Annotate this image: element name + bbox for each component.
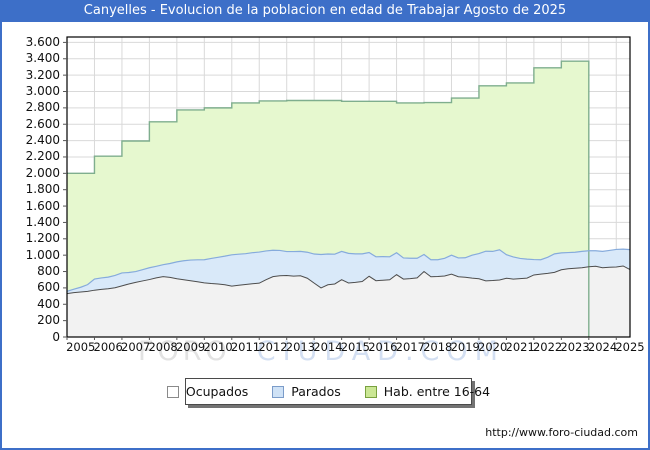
x-tick-label: 2023 [560, 340, 590, 354]
y-tick-label: 1.200 [25, 231, 60, 246]
y-tick-label: 2.000 [25, 165, 60, 180]
y-tick-label: 600 [37, 280, 60, 295]
chart-title: Canyelles - Evolucion de la poblacion en… [83, 3, 567, 18]
x-tick-label: 2008 [148, 340, 178, 354]
x-tick-label: 2006 [93, 340, 123, 354]
x-tick-label: 2005 [66, 340, 96, 354]
x-tick-label: 2007 [121, 340, 151, 354]
title-bar: Canyelles - Evolucion de la poblacion en… [2, 0, 648, 22]
legend-swatch-ocupados [166, 385, 179, 398]
y-tick-label: 2.400 [25, 133, 60, 148]
y-tick-label: 0 [52, 329, 60, 344]
x-tick-label: 2024 [587, 340, 618, 354]
x-tick-label: 2015 [340, 340, 370, 354]
legend-item-hab-16-64: Hab. entre 16-64 [364, 384, 491, 399]
x-tick-label: 2017 [395, 340, 425, 354]
legend-label-parados: Parados [291, 384, 341, 399]
watermark-foro: FORO [138, 336, 231, 367]
x-tick-label: 2010 [203, 340, 233, 354]
y-tick-label: 800 [37, 264, 60, 279]
x-tick-label: 2013 [285, 340, 316, 354]
y-tick-label: 400 [37, 296, 60, 311]
watermark-ciudad: CIUDAD.COM [256, 336, 505, 367]
x-tick-label: 2009 [175, 340, 206, 354]
y-tick-label: 3.600 [25, 34, 60, 49]
legend-swatch-parados [272, 385, 285, 398]
x-tick-label: 2014 [313, 340, 343, 354]
legend-item-ocupados: Ocupados [166, 384, 249, 399]
legend: Ocupados Parados Hab. entre 16-64 [166, 378, 490, 405]
x-tick-label: 2020 [478, 340, 508, 354]
legend-label-hab-16-64: Hab. entre 16-64 [383, 384, 491, 399]
y-tick-label: 2.800 [25, 100, 60, 115]
y-tick-label: 3.200 [25, 67, 60, 82]
legend-swatch-hab-16-64 [364, 385, 377, 398]
y-tick-label: 1.800 [25, 182, 60, 197]
y-tick-label: 3.400 [25, 51, 60, 66]
legend-label-ocupados: Ocupados [185, 384, 249, 399]
x-tick-label: 2012 [258, 340, 288, 354]
x-tick-label: 2019 [450, 340, 480, 354]
x-tick-label: 2021 [505, 340, 535, 354]
y-tick-label: 1.600 [25, 198, 60, 213]
x-tick-label: 2022 [532, 340, 563, 354]
legend-item-parados: Parados [272, 384, 341, 399]
x-tick-label: 2016 [368, 340, 398, 354]
y-tick-label: 1.400 [25, 214, 60, 229]
x-tick-label: 2011 [230, 340, 261, 354]
y-tick-label: 2.200 [25, 149, 60, 164]
y-tick-label: 200 [37, 313, 60, 328]
footer-link[interactable]: http://www.foro-ciudad.com [485, 426, 638, 439]
watermark: FORO CIUDAD.COM [138, 336, 505, 367]
x-tick-label: 2025 [615, 340, 645, 354]
x-tick-label: 2018 [423, 340, 453, 354]
y-tick-label: 1.000 [25, 247, 60, 262]
y-tick-label: 3.000 [25, 84, 60, 98]
y-tick-label: 2.600 [25, 116, 60, 131]
